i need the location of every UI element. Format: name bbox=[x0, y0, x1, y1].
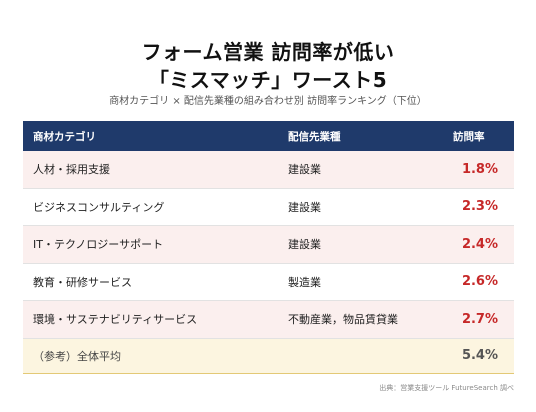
industry-cell: 不動産業，物品賃貸業 bbox=[278, 300, 433, 339]
category-cell: ビジネスコンサルティング bbox=[23, 188, 278, 226]
chart-title-line2: 「ミスマッチ」ワースト5 bbox=[148, 68, 388, 92]
average-row: （参考）全体平均 5.4% bbox=[23, 337, 514, 374]
industry-cell: 建設業 bbox=[278, 151, 433, 189]
chart-subtitle: 商材カテゴリ × 配信先業種の組み合わせ別 訪問率ランキング（下位） bbox=[109, 96, 427, 107]
industry-cell: 建設業 bbox=[278, 188, 433, 226]
category-cell: 環境・サステナビリティサービス bbox=[23, 300, 278, 339]
rate-cell: 2.6% bbox=[433, 263, 514, 301]
industry-cell: 製造業 bbox=[278, 263, 433, 301]
column-header-rate: 訪問率 bbox=[433, 121, 514, 151]
category-cell: 教育・研修サービス bbox=[23, 263, 278, 301]
table-row: ビジネスコンサルティング 建設業 2.3% bbox=[23, 188, 514, 226]
chart-title-line1: フォーム営業 訪問率が低い bbox=[141, 40, 395, 64]
ranking-table: 商材カテゴリ 配信先業種 訪問率 人材・採用支援 建設業 1.8% ビジネスコン… bbox=[23, 121, 514, 374]
column-header-category: 商材カテゴリ bbox=[23, 121, 278, 151]
average-label-cell: （参考）全体平均 bbox=[23, 337, 278, 374]
table-row: 人材・採用支援 建設業 1.8% bbox=[23, 151, 514, 189]
rate-cell: 1.8% bbox=[433, 151, 514, 189]
category-cell: IT・テクノロジーサポート bbox=[23, 225, 278, 264]
column-header-industry: 配信先業種 bbox=[278, 121, 433, 151]
source-note: 出典：営業支援ツール FutureSearch 調べ bbox=[379, 384, 514, 392]
table-row: IT・テクノロジーサポート 建設業 2.4% bbox=[23, 225, 514, 264]
table-header-row: 商材カテゴリ 配信先業種 訪問率 bbox=[23, 121, 514, 151]
rate-cell: 2.3% bbox=[433, 188, 514, 226]
rate-cell: 2.4% bbox=[433, 225, 514, 264]
table-row: 教育・研修サービス 製造業 2.6% bbox=[23, 263, 514, 301]
average-empty-cell bbox=[278, 337, 433, 374]
rate-cell: 2.7% bbox=[433, 300, 514, 339]
average-rate-cell: 5.4% bbox=[433, 337, 514, 374]
table-row: 環境・サステナビリティサービス 不動産業，物品賃貸業 2.7% bbox=[23, 300, 514, 339]
industry-cell: 建設業 bbox=[278, 225, 433, 264]
category-cell: 人材・採用支援 bbox=[23, 151, 278, 189]
